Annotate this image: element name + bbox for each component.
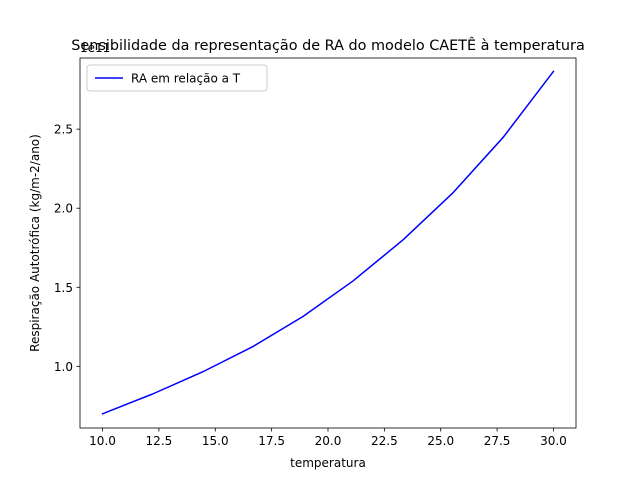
x-tick-label: 17.5: [258, 434, 285, 448]
y-tick-label: 1.0: [54, 360, 73, 374]
y-tick-label: 1.5: [54, 281, 73, 295]
x-axis-label: temperatura: [290, 456, 366, 470]
x-tick-label: 27.5: [484, 434, 511, 448]
plot-background: [80, 58, 576, 428]
legend-label: RA em relação a T: [131, 72, 241, 86]
chart-title: Sensibilidade da representação de RA do …: [71, 36, 585, 54]
y-axis-label: Respiração Autotrófica (kg/m-2/ano): [28, 134, 42, 352]
x-tick-label: 12.5: [146, 434, 173, 448]
legend-box: [86, 64, 268, 92]
x-tick-label: 20.0: [315, 434, 342, 448]
series-line: [101, 70, 555, 415]
x-axis: 10.0 12.5 15.0 17.5 20.0 22.5 25.0 27.5 30.0: [89, 428, 567, 448]
x-tick-label: 15.0: [202, 434, 229, 448]
y-tick-label: 2.5: [54, 123, 73, 137]
series-layer: [101, 70, 555, 415]
x-tick-label: 10.0: [89, 434, 116, 448]
x-tick-label: 25.0: [427, 434, 454, 448]
x-tick-label: 30.0: [540, 434, 567, 448]
y-axis-offset-text: 1e11: [80, 41, 110, 55]
y-tick-label: 2.0: [54, 202, 73, 216]
legend: RA em relação a T: [86, 64, 268, 92]
plot-area: [79, 57, 577, 429]
y-axis: 1.0 1.5 2.0 2.5: [54, 123, 80, 374]
x-tick-label: 22.5: [371, 434, 398, 448]
